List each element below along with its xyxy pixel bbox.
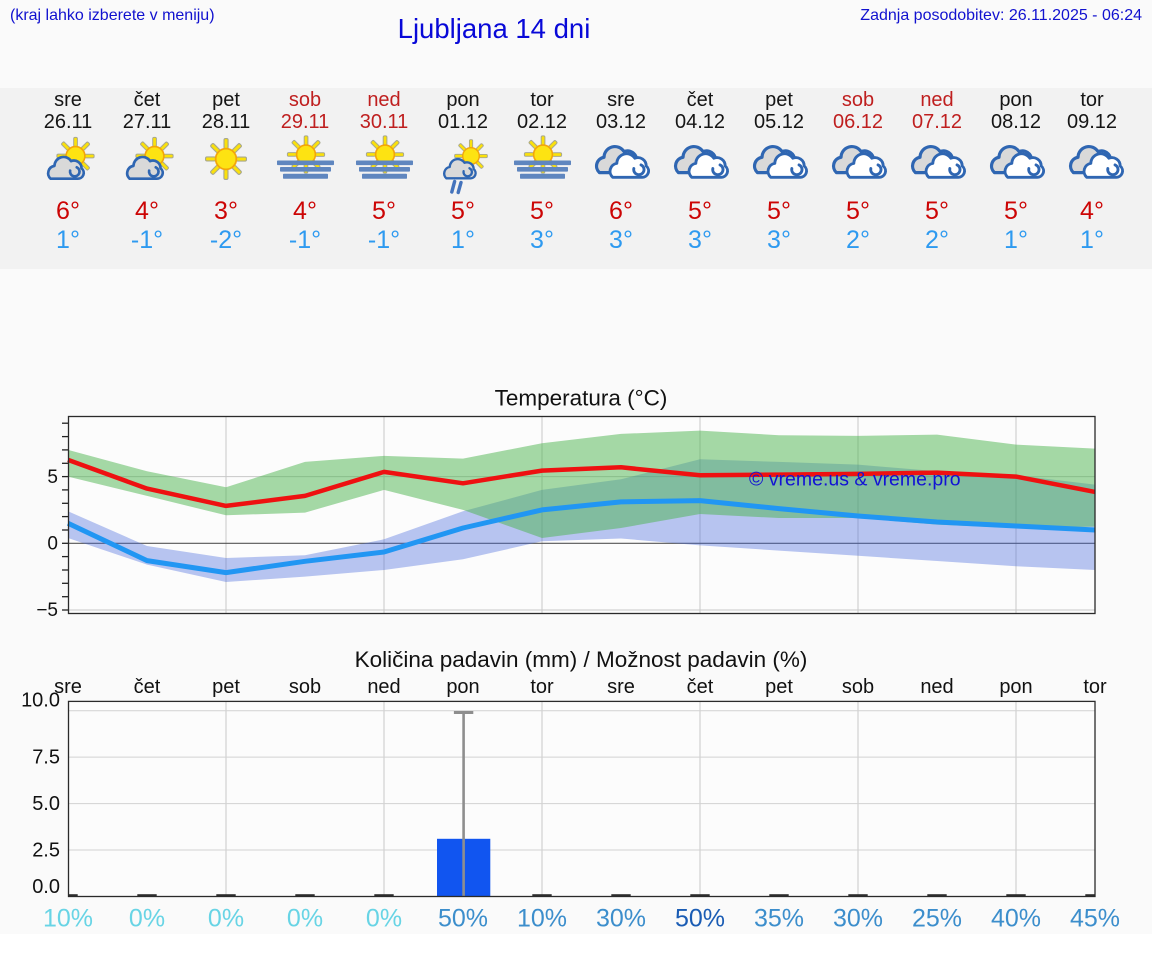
svg-text:0%: 0% — [287, 905, 323, 933]
svg-text:50%: 50% — [675, 905, 725, 933]
svg-text:sob: sob — [842, 676, 874, 698]
svg-text:40%: 40% — [991, 905, 1041, 933]
svg-text:0.0: 0.0 — [32, 876, 60, 898]
svg-text:pon: pon — [446, 676, 479, 698]
svg-text:35%: 35% — [754, 905, 804, 933]
svg-text:ned: ned — [920, 676, 953, 698]
svg-text:30%: 30% — [833, 905, 883, 933]
svg-text:sre: sre — [54, 676, 82, 698]
svg-text:0%: 0% — [366, 905, 402, 933]
svg-text:tor: tor — [1083, 676, 1107, 698]
svg-text:0: 0 — [47, 534, 58, 555]
svg-text:pet: pet — [765, 676, 793, 698]
svg-text:sob: sob — [289, 676, 321, 698]
svg-text:sre: sre — [607, 676, 635, 698]
svg-text:10%: 10% — [517, 905, 567, 933]
svg-text:Temperatura (°C): Temperatura (°C) — [495, 386, 668, 411]
svg-text:2.5: 2.5 — [32, 840, 60, 862]
svg-text:pet: pet — [212, 676, 240, 698]
svg-text:50%: 50% — [438, 905, 488, 933]
svg-text:tor: tor — [530, 676, 554, 698]
svg-text:30%: 30% — [596, 905, 646, 933]
svg-text:0%: 0% — [129, 905, 165, 933]
svg-text:© vreme.us & vreme.pro: © vreme.us & vreme.pro — [749, 469, 961, 491]
svg-text:pon: pon — [999, 676, 1032, 698]
svg-text:ned: ned — [367, 676, 400, 698]
svg-text:čet: čet — [134, 676, 161, 698]
svg-text:Količina padavin (mm) / Možnos: Količina padavin (mm) / Možnost padavin … — [355, 647, 808, 672]
svg-text:5: 5 — [47, 467, 58, 488]
svg-text:45%: 45% — [1070, 905, 1120, 933]
svg-text:7.5: 7.5 — [32, 747, 60, 769]
svg-text:10%: 10% — [43, 905, 93, 933]
svg-text:0%: 0% — [208, 905, 244, 933]
svg-text:čet: čet — [687, 676, 714, 698]
svg-text:5.0: 5.0 — [32, 793, 60, 815]
svg-text:25%: 25% — [912, 905, 962, 933]
svg-text:10.0: 10.0 — [21, 690, 60, 712]
svg-text:−5: −5 — [36, 600, 58, 621]
